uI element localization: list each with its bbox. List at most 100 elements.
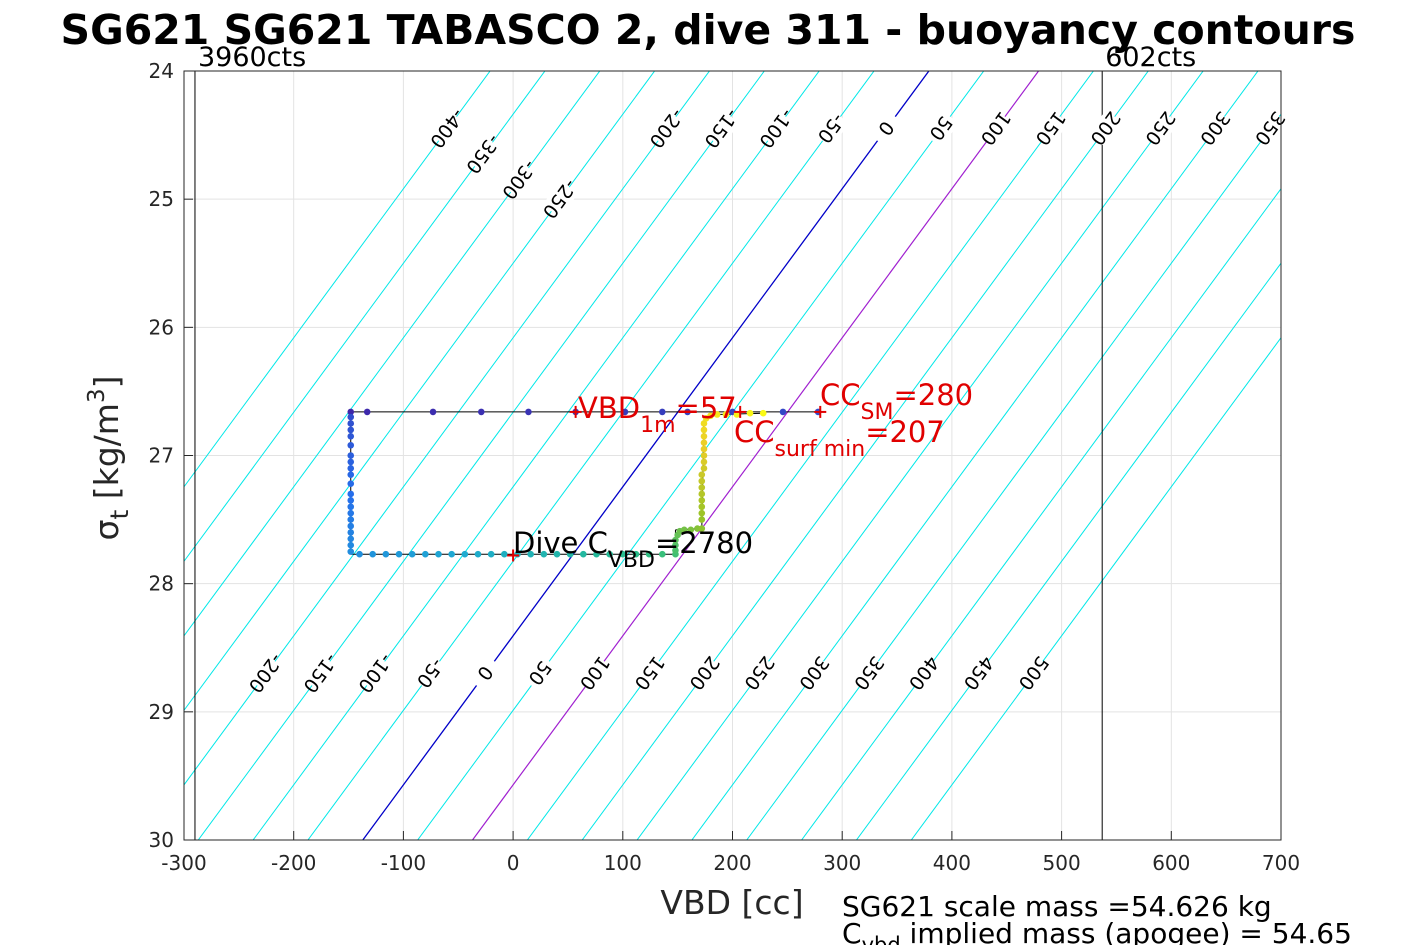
trace-point: [527, 550, 534, 558]
trace-point: [566, 550, 574, 558]
y-axis-unit-close: ]: [87, 376, 126, 389]
contour-line: [252, 71, 820, 840]
trace-point: [553, 550, 561, 558]
contour-label-mask: [412, 654, 449, 692]
count-limit-label: 3960cts: [198, 42, 306, 73]
axis-ticks: -300 -200 -100 0 100 200 300 400 500 600 700 24 25 26…: [149, 59, 1301, 875]
trace-point: [672, 536, 679, 544]
count-limit-lines: 3960cts 602cts: [194, 42, 1196, 840]
trace-point: [347, 548, 355, 555]
y-axis-subscript: t: [105, 510, 134, 520]
trace-point: [363, 408, 371, 416]
contour-label-mask: [704, 110, 740, 148]
contour-label-mask: [758, 110, 795, 148]
contour-label-mask: [467, 654, 504, 692]
contour-label-mask: [465, 135, 502, 173]
contour-line: [910, 336, 1281, 840]
trace-point: [347, 529, 355, 536]
trace-point: [347, 516, 355, 523]
contour-label-mask: [303, 654, 339, 692]
cc-sm-sub: SM: [861, 400, 894, 425]
y-axis-unit: [kg/m: [87, 403, 126, 510]
contour-line: [184, 71, 656, 712]
chart-title: SG621 SG621 TABASCO 2, dive 311 - buoyan…: [61, 6, 1356, 54]
trace-point: [700, 439, 708, 446]
contour-label-mask: [1016, 654, 1052, 692]
contour-line: [417, 71, 985, 840]
x-tick-label: 300: [823, 851, 861, 875]
cc-sm-main: CC: [820, 378, 861, 412]
y-tick-label: 29: [149, 700, 174, 724]
trace-point: [448, 550, 455, 558]
vbd-1m-value: =57: [676, 391, 737, 425]
trace-point: [347, 509, 355, 517]
contour-label-mask: [429, 110, 466, 148]
trace-point: [347, 408, 355, 416]
reference-markers: [507, 405, 827, 562]
contour-line: [307, 71, 875, 840]
trace-point: [347, 413, 355, 421]
trace-point: [707, 412, 714, 420]
trace-point: [672, 541, 679, 549]
trace-point: [698, 477, 706, 485]
trace-point: [698, 509, 706, 517]
contour-label-mask: [978, 110, 1014, 148]
buoyancy-contours: [184, 71, 1281, 840]
trace-point: [698, 525, 706, 532]
implied-mass-text: Cvbd implied mass (apogee) = 54.65: [842, 917, 1352, 945]
trace-point: [347, 541, 355, 549]
y-axis-label: σt [kg/m3]: [84, 376, 134, 541]
contour-label-mask: [522, 654, 559, 692]
cc-sm-annotation: CCSM=280: [820, 378, 973, 425]
contour-line: [526, 71, 1095, 840]
contour-label-mask: [501, 161, 538, 199]
trace-point: [347, 420, 355, 427]
trace-point: [687, 526, 695, 534]
dive-c-vbd-sub: VBD: [608, 548, 655, 573]
contour-label-mask: [906, 654, 943, 692]
cc-surf-min-annotation: CCsurf min=207: [734, 415, 945, 462]
contour-line: [691, 71, 1259, 840]
trace-point: [347, 535, 355, 543]
trace-point: [382, 550, 390, 558]
trace-point: [621, 408, 629, 416]
x-tick-label: -200: [271, 851, 316, 875]
dive-c-vbd-main: Dive C: [513, 526, 608, 560]
contour-label-mask: [542, 180, 579, 218]
contour-line: [184, 71, 711, 786]
contour-label-mask: [1033, 110, 1069, 148]
contour-label-mask: [358, 654, 394, 692]
trace-point: [698, 503, 706, 511]
trace-point: [501, 550, 508, 558]
y-axis-symbol: σ: [87, 520, 126, 541]
trace-point: [474, 550, 482, 558]
cc-sm-value: =280: [893, 378, 973, 412]
y-axis-unit-exponent: 3: [84, 388, 110, 403]
trace-point: [356, 550, 363, 558]
trace-point: [759, 409, 767, 417]
trace-point: [684, 408, 691, 416]
trace-point: [422, 550, 429, 558]
contour-line: [197, 71, 765, 840]
trace-point: [700, 420, 708, 427]
trace-point: [347, 441, 355, 449]
x-tick-label: 500: [1043, 851, 1081, 875]
trace-point: [347, 432, 355, 440]
trace-point: [713, 411, 721, 418]
trace-point: [347, 480, 355, 487]
count-limit-label: 602cts: [1105, 42, 1196, 73]
implied-mass-value: implied mass (apogee) = 54.65: [901, 917, 1352, 945]
contour-label-mask: [577, 654, 613, 692]
contour-label-mask: [649, 110, 685, 148]
contour-line: [184, 71, 601, 637]
trace-point: [658, 550, 666, 558]
trace-point: [580, 550, 587, 558]
trace-point: [700, 445, 708, 453]
contour-label-mask: [741, 654, 778, 692]
trace-point: [347, 503, 355, 511]
y-tick-label: 30: [149, 828, 174, 852]
trace-point: [619, 550, 627, 558]
contour-label-mask: [1088, 110, 1124, 148]
implied-mass-sub: vbd: [862, 933, 901, 945]
